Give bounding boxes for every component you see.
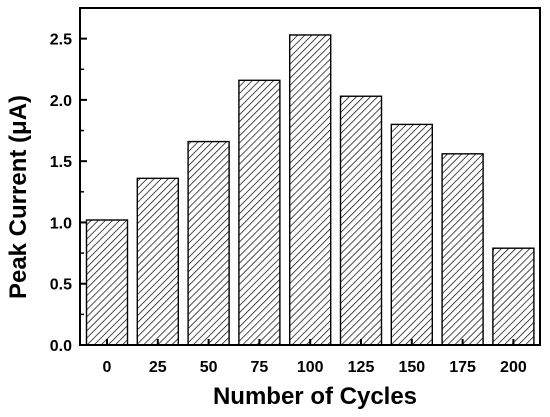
x-tick-label: 150 <box>398 359 425 376</box>
bar-175 <box>441 153 484 346</box>
y-tick-label: 1.0 <box>50 215 72 232</box>
bar-50 <box>187 140 230 346</box>
y-tick-label: 0.5 <box>50 277 72 294</box>
x-tick-label: 125 <box>348 359 375 376</box>
bar-25 <box>136 177 180 346</box>
x-tick-label: 100 <box>297 359 324 376</box>
bar-0 <box>85 219 129 346</box>
bar-100 <box>289 34 332 346</box>
x-tick-label: 50 <box>200 359 218 376</box>
bar-200 <box>492 247 535 346</box>
y-tick-label: 2.0 <box>50 93 72 110</box>
bars-layer <box>85 34 535 346</box>
x-tick-label: 200 <box>500 359 527 376</box>
bar-75 <box>238 79 281 346</box>
bar-150 <box>390 123 433 346</box>
x-tick-label: 75 <box>251 359 269 376</box>
y-axis-title: Peak Current (μA) <box>5 95 32 299</box>
x-tick-label: 25 <box>149 359 167 376</box>
bar-125 <box>339 95 383 346</box>
axes-layer <box>79 7 541 346</box>
y-tick-label: 1.5 <box>50 154 72 171</box>
y-tick-label: 2.5 <box>50 32 72 49</box>
x-tick-label: 0 <box>103 359 112 376</box>
x-axis-title: Number of Cycles <box>213 383 417 410</box>
x-tick-label: 175 <box>449 359 476 376</box>
y-tick-label: 0.0 <box>50 338 72 355</box>
labels-layer: 0.0 0.5 1.0 1.5 2.0 2.5 0 25 50 75 100 125 150 175 200 <box>50 32 527 376</box>
